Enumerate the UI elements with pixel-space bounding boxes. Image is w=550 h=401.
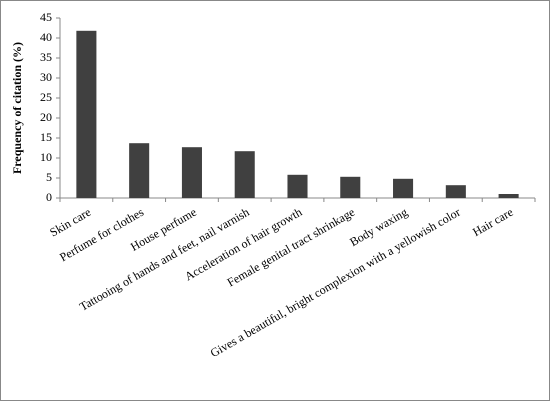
y-tick-label: 30 [40, 70, 52, 84]
y-tick-label: 20 [40, 110, 52, 124]
y-tick-label: 45 [40, 10, 52, 24]
y-axis-label: Frequency of citation (%) [10, 42, 24, 174]
y-tick-label: 10 [40, 150, 52, 164]
y-tick-label: 35 [40, 50, 52, 64]
y-tick-label: 15 [40, 130, 52, 144]
y-tick-label: 25 [40, 90, 52, 104]
y-tick-label: 0 [46, 190, 52, 204]
bar [181, 147, 202, 198]
bar [445, 185, 466, 198]
bar [129, 143, 150, 198]
bar [287, 174, 308, 198]
bar [393, 178, 414, 198]
y-tick-label: 40 [40, 30, 52, 44]
bar [76, 30, 97, 198]
bar [498, 194, 519, 198]
bar [234, 151, 255, 198]
bar [340, 176, 361, 198]
y-tick-label: 5 [46, 170, 52, 184]
